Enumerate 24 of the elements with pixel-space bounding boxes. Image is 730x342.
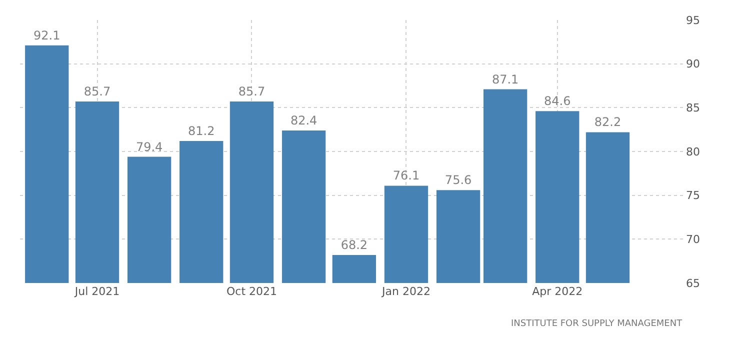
data-label: 75.6	[444, 173, 472, 188]
y-tick-label: 95	[686, 14, 700, 27]
data-label: 82.4	[290, 113, 318, 128]
data-label: 85.7	[84, 84, 111, 99]
data-label: 81.2	[188, 124, 215, 138]
data-label: 92.1	[34, 28, 60, 42]
y-tick-label: 65	[686, 276, 700, 290]
data-label: 79.4	[136, 140, 163, 154]
y-tick-label: 75	[686, 189, 700, 202]
data-label: 76.1	[392, 168, 420, 183]
x-tick-label: Apr 2022	[532, 285, 583, 298]
data-label: 85.7	[238, 84, 266, 99]
y-tick-label: 80	[686, 145, 700, 158]
text: INSTITUTE FOR SUPPLY MANAGEMENT	[511, 319, 683, 329]
x-tick-label: Jan 2022	[381, 285, 430, 298]
y-tick-label: 85	[686, 102, 700, 115]
data-label: 84.6	[544, 94, 571, 108]
data-label: 68.2	[340, 238, 368, 252]
y-tick-label: 70	[686, 233, 700, 246]
x-tick-label: Oct 2021	[226, 285, 277, 298]
data-label: 87.1	[492, 72, 519, 86]
data-label: 82.2	[594, 115, 622, 130]
y-tick-label: 90	[686, 58, 700, 71]
x-tick-label: Jul 2021	[74, 285, 120, 298]
